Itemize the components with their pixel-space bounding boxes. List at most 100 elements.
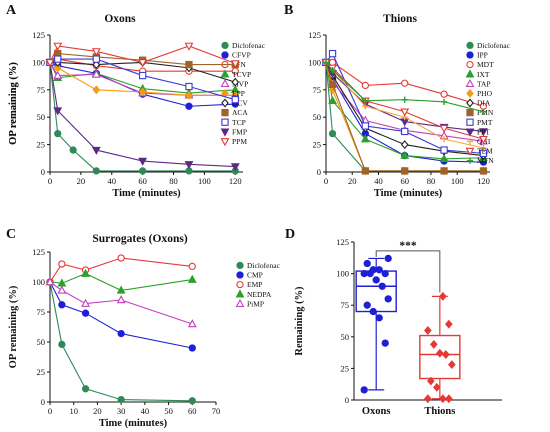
x-axis-label: Time (minutes) [99,418,168,429]
data-point [184,42,194,51]
legend-marker [221,98,229,108]
data-point [400,140,409,150]
data-point [91,69,101,78]
data-point [116,295,126,304]
data-point [401,167,409,175]
data-point [372,276,380,284]
y-tick-label: 0 [41,167,45,177]
data-point [184,161,194,170]
legend-item: Diclofenac [236,261,281,270]
data-point [57,285,67,294]
data-point [440,98,448,105]
legend-marker [466,157,474,164]
data-point [188,344,196,352]
panel-d-boxplot-chart: D 0 25 50 75 100 125 Remaining (%) Oxons Thions **… [285,227,502,417]
x-tick-label: 60 [188,406,197,416]
series-line [49,45,236,65]
series-fmp [45,59,240,172]
legend-label: FMP [232,127,247,136]
x-tick-label: 50 [164,406,173,416]
data-point [54,55,62,63]
y-tick-label: 125 [308,30,321,40]
data-point [401,127,409,136]
data-point [401,79,409,87]
data-point [445,394,453,404]
x-tick-label: 80 [427,176,436,186]
legend-label: ACA [232,108,248,117]
series-line [325,62,484,160]
y-tick-label: 125 [32,247,45,257]
data-point [92,85,101,95]
legend-label: PFN [232,60,246,69]
x-tick-label: 0 [48,406,52,416]
y-tick-label: 50 [313,112,322,122]
legend-item: ACA [221,108,248,117]
legend-marker [235,289,245,298]
data-point [81,385,90,393]
legend-label: PHO [477,89,493,98]
y-tick-label: 25 [37,367,46,377]
legend-marker [220,69,230,78]
legend-label: Diclofenac [477,41,511,50]
legend-item: EMP [236,280,262,289]
data-point [448,360,456,370]
data-point [81,309,90,317]
significance-label: *** [399,240,417,252]
data-point [433,382,441,392]
data-point [185,82,193,91]
box-thions [419,291,461,404]
data-point [53,42,63,51]
data-point [375,266,383,274]
legend-item: TCVP [220,69,251,79]
legend-marker [221,51,229,59]
legend-marker [466,118,474,126]
legend-label: EPP [232,89,245,98]
legend-label: EMP [247,280,262,289]
legend-marker [466,41,474,50]
data-point [117,329,125,338]
legend-item: IPP [466,51,488,60]
data-point [53,63,62,73]
x-tick-label: 70 [212,406,221,416]
data-point [329,66,336,74]
data-point [439,291,447,301]
legend-item: CMP [236,271,263,280]
data-point [328,49,337,58]
y-tick-label: 0 [41,397,45,407]
data-point [69,146,77,154]
data-point [92,55,100,63]
data-point [440,136,448,143]
y-tick-label: 75 [37,85,46,95]
data-point [230,60,240,69]
data-point [479,135,488,144]
y-tick-label: 50 [37,337,46,347]
legend-marker [466,98,474,108]
data-point [381,339,389,347]
data-point [231,96,239,104]
data-point [45,277,55,286]
data-point [185,102,193,110]
data-point [361,122,370,130]
data-point [91,48,101,57]
data-point [322,59,330,66]
x-tick-label: 40 [374,176,383,186]
data-point [369,307,377,316]
x-tick-label: 60 [400,176,409,186]
x-axis-label: Time (minutes) [374,188,443,199]
y-axis-label: OP remaining (%) [8,62,19,145]
data-point [117,395,125,404]
legend-marker [465,69,475,78]
data-point [363,259,371,268]
data-point [58,260,66,268]
panel-letter: C [6,227,16,242]
x-tick-label: 120 [477,176,490,186]
legend-item: MTN [466,156,494,165]
panel-letter: D [285,227,295,242]
legend-label: DIA [477,99,491,108]
data-point [328,129,337,138]
x-axis-label: Time (minutes) [112,188,181,199]
legend-marker [465,78,475,88]
data-point [328,58,337,67]
x-tick-label: 120 [229,176,242,186]
data-point [187,319,197,328]
